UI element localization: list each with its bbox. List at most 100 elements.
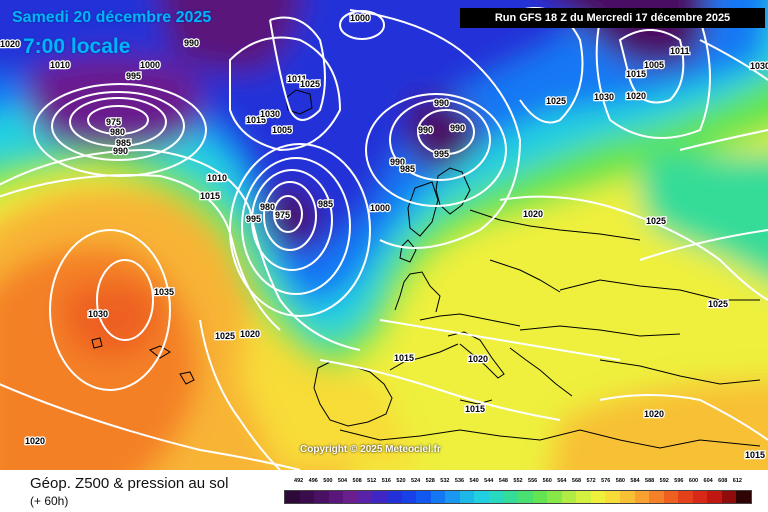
color-scale-tick-label: 572 xyxy=(586,478,596,484)
color-scale-cell xyxy=(285,491,300,503)
pressure-label: 1020 xyxy=(468,354,488,364)
pressure-label: 1005 xyxy=(272,125,292,135)
pressure-label: 1005 xyxy=(644,60,664,70)
isobars xyxy=(0,7,768,470)
color-scale-cell xyxy=(488,491,504,503)
pressure-label: 1011 xyxy=(670,46,690,56)
color-scale-tick-label: 552 xyxy=(513,478,523,484)
pressure-label: 990 xyxy=(434,98,449,108)
color-scale-cell xyxy=(430,491,446,503)
forecast-local-time: 7:00 locale xyxy=(23,35,131,58)
color-scale-legend: 492 496 500 504 508 512 516 520 524 528 532 536 540 5… xyxy=(284,478,752,508)
pressure-label: 1025 xyxy=(546,96,566,106)
pressure-label: 990 xyxy=(113,146,128,156)
color-scale-cell xyxy=(299,491,315,503)
color-scale-tick-label: 532 xyxy=(440,478,450,484)
pressure-label: 1000 xyxy=(140,60,160,70)
pressure-label: 1030 xyxy=(594,92,614,102)
pressure-label: 975 xyxy=(106,117,121,127)
color-scale-cell xyxy=(721,491,737,503)
forecast-date: Samedi 20 décembre 2025 xyxy=(12,9,212,26)
color-scale-cell xyxy=(663,491,679,503)
pressure-label: 1025 xyxy=(708,299,728,309)
color-scale-tick-label: 568 xyxy=(571,478,582,484)
color-scale-tick-label: 580 xyxy=(615,478,625,484)
color-scale-cell xyxy=(547,491,562,503)
color-scale-tick-label: 556 xyxy=(528,478,538,484)
pressure-label: 1030 xyxy=(750,61,768,71)
color-scale-cell xyxy=(328,491,344,503)
pressure-labels: 1000 990 1020 1010 1000 995 975 980 985 … xyxy=(0,12,768,462)
pressure-label: 995 xyxy=(246,214,261,224)
pressure-label: 1000 xyxy=(370,203,390,213)
color-scale-tick-label: 576 xyxy=(601,478,611,484)
color-scale-tick-label: 584 xyxy=(630,478,640,484)
color-scale-tick-label: 512 xyxy=(367,478,377,484)
color-scale-cell xyxy=(314,491,329,503)
pressure-label: 990 xyxy=(450,123,465,133)
pressure-label: 1020 xyxy=(0,39,20,49)
color-scale-cell xyxy=(503,491,518,503)
pressure-label: 1025 xyxy=(646,216,666,226)
pressure-label: 985 xyxy=(318,199,333,209)
color-scale-tick-label: 508 xyxy=(352,478,362,484)
weather-map: 1000 990 1020 1010 1000 995 975 980 985 … xyxy=(0,0,768,470)
color-scale-cell xyxy=(736,491,751,503)
color-scale-cell xyxy=(518,491,533,503)
color-scale-tick-label: 528 xyxy=(425,478,435,484)
pressure-label: 990 xyxy=(418,125,433,135)
pressure-label: 1015 xyxy=(626,69,646,79)
pressure-label: 1010 xyxy=(50,60,70,70)
color-scale-cell xyxy=(401,491,417,503)
color-scale-tick-label: 612 xyxy=(732,478,742,484)
pressure-label: 1020 xyxy=(626,91,646,101)
copyright-notice: Copyright © 2025 Meteociel.fr xyxy=(300,444,441,455)
pressure-label: 1020 xyxy=(240,329,260,339)
pressure-label: 985 xyxy=(400,164,415,174)
color-scale-tick-label: 564 xyxy=(557,478,567,484)
pressure-label: 1015 xyxy=(200,191,220,201)
color-scale-cell xyxy=(474,491,489,503)
color-scale-tick-label: 540 xyxy=(469,478,479,484)
color-scale-cell xyxy=(532,491,548,503)
pressure-label: 985 xyxy=(116,138,131,148)
color-scale-tick-label: 500 xyxy=(323,478,333,484)
color-scale-cell xyxy=(619,491,635,503)
pressure-label: 1035 xyxy=(154,287,174,297)
pressure-label: 1020 xyxy=(644,409,664,419)
color-scale-cell xyxy=(416,491,431,503)
map-variable-title: Géop. Z500 & pression au sol xyxy=(30,475,229,492)
pressure-label: 1015 xyxy=(246,115,266,125)
pressure-label: 1025 xyxy=(215,331,235,341)
pressure-label: 1025 xyxy=(300,79,320,89)
geopotential-shading xyxy=(0,0,768,470)
color-scale-tick-label: 492 xyxy=(294,478,304,484)
pressure-label: 1015 xyxy=(465,404,485,414)
color-scale-cell xyxy=(445,491,460,503)
color-scale-tick-label: 516 xyxy=(381,478,391,484)
color-scale-tick-label: 548 xyxy=(498,478,508,484)
color-scale-cell xyxy=(561,491,577,503)
color-scale-cell xyxy=(707,491,722,503)
color-scale-tick-label: 600 xyxy=(688,478,699,484)
pressure-label: 990 xyxy=(184,38,199,48)
color-scale-tick-label: 608 xyxy=(718,478,728,484)
color-scale-cell xyxy=(459,491,475,503)
color-scale-cell xyxy=(678,491,693,503)
color-scale-bar xyxy=(284,490,752,504)
color-scale-tick-label: 560 xyxy=(542,478,552,484)
pressure-label: 1015 xyxy=(745,450,765,460)
color-scale-tick-label: 496 xyxy=(308,478,318,484)
color-scale-tick-label: 592 xyxy=(659,478,669,484)
color-scale-tick-label: 596 xyxy=(674,478,684,484)
pressure-label: 1020 xyxy=(523,209,543,219)
color-scale-tick-label: 544 xyxy=(484,478,494,484)
color-scale-tick-label: 588 xyxy=(645,478,655,484)
color-scale-cell xyxy=(590,491,606,503)
pressure-label: 975 xyxy=(275,210,290,220)
run-info-banner: Run GFS 18 Z du Mercredi 17 décembre 202… xyxy=(460,8,765,28)
forecast-lead-time: (+ 60h) xyxy=(30,494,69,508)
pressure-label: 980 xyxy=(110,127,125,137)
color-scale-cell xyxy=(692,491,708,503)
